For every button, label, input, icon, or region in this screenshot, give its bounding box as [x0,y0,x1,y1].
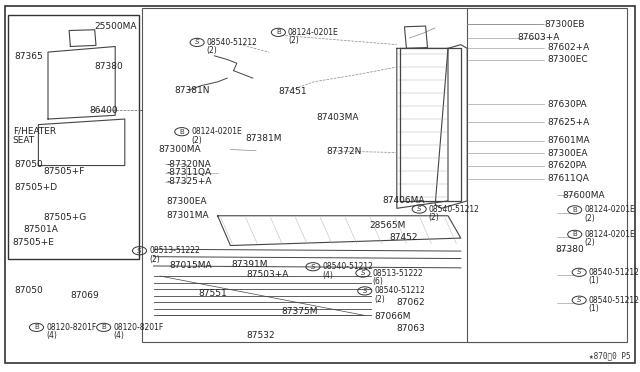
Text: S: S [362,288,367,294]
Text: B: B [572,231,577,237]
Text: 87381M: 87381M [246,134,282,143]
Text: S: S [195,39,200,45]
Text: (2): (2) [288,36,299,45]
Text: 08513-51222: 08513-51222 [372,269,423,278]
Text: (6): (6) [372,277,383,286]
Text: 86400: 86400 [90,106,118,115]
Text: 87452: 87452 [389,233,418,242]
Text: (2): (2) [191,136,202,145]
Text: 87300EC: 87300EC [547,55,588,64]
Text: 87505+G: 87505+G [44,213,87,222]
Text: 87625+A: 87625+A [547,118,589,126]
Text: S: S [417,206,422,212]
Text: B: B [572,207,577,213]
Text: 87380: 87380 [95,62,124,71]
Text: 87600MA: 87600MA [562,191,605,200]
Text: (4): (4) [46,331,57,340]
Text: 87602+A: 87602+A [547,43,589,52]
Text: 87551: 87551 [198,289,227,298]
Text: 87532: 87532 [246,331,275,340]
Bar [142,8,558,342]
Text: B: B [179,129,184,135]
Text: 08513-51222: 08513-51222 [149,246,200,255]
Text: S: S [577,269,582,275]
Text: 87501A: 87501A [23,225,58,234]
Text: 87391M: 87391M [232,260,268,269]
Text: 87300EA: 87300EA [547,149,588,158]
Text: 87375M: 87375M [282,307,318,316]
Text: 87505+E: 87505+E [13,238,54,247]
Text: F/HEATER
SEAT: F/HEATER SEAT [13,126,56,145]
Text: 87406MA: 87406MA [383,196,425,205]
Text: 08120-8201F: 08120-8201F [46,323,97,332]
Text: 87503+A: 87503+A [246,270,289,279]
Text: 87050: 87050 [14,160,43,169]
Text: (2): (2) [207,46,218,55]
Text: 87372N: 87372N [326,147,362,155]
Text: 87505+D: 87505+D [14,183,57,192]
Text: 87403MA: 87403MA [317,113,359,122]
Text: 08124-0201E: 08124-0201E [191,127,242,136]
Text: 08540-51212: 08540-51212 [374,286,425,295]
Text: B: B [276,29,281,35]
Text: ★870⁩0 P5: ★870⁩0 P5 [589,352,630,361]
Text: -87320NA: -87320NA [166,160,211,169]
Text: (4): (4) [113,331,124,340]
Bar [8,15,139,259]
Text: 08540-51212: 08540-51212 [589,268,639,277]
Text: 87066M: 87066M [374,312,411,321]
Text: (2): (2) [429,213,440,222]
Text: -87325+A: -87325+A [166,177,212,186]
Text: S: S [137,248,142,254]
Text: 87301MA: 87301MA [166,211,209,219]
Text: 87050: 87050 [14,286,43,295]
Text: (2): (2) [584,238,595,247]
Text: 08540-51212: 08540-51212 [207,38,257,47]
Text: S: S [577,297,582,303]
Text: 87451: 87451 [278,87,307,96]
Bar [467,8,627,342]
Text: 08124-0201E: 08124-0201E [584,205,635,214]
Text: 08124-0201E: 08124-0201E [584,230,635,239]
Text: (2): (2) [149,255,160,264]
Text: (2): (2) [584,214,595,223]
Text: 87015MA: 87015MA [170,262,212,270]
Text: 08120-8201F: 08120-8201F [113,323,164,332]
Text: 87300EB: 87300EB [544,20,584,29]
Text: 87380: 87380 [556,246,584,254]
Text: B: B [101,324,106,330]
Text: 28565M: 28565M [369,221,406,230]
Text: 87601MA: 87601MA [547,136,590,145]
Text: 08540-51212: 08540-51212 [589,296,639,305]
Text: 87620PA: 87620PA [547,161,587,170]
Text: 87611QA: 87611QA [547,174,589,183]
Text: 87505+F: 87505+F [44,167,85,176]
Text: S: S [310,264,316,270]
Text: B: B [34,324,39,330]
Text: 08540-51212: 08540-51212 [429,205,479,214]
Text: 87063: 87063 [397,324,426,333]
Text: 87300MA: 87300MA [159,145,202,154]
Text: 25500MA: 25500MA [95,22,137,31]
Text: (2): (2) [374,295,385,304]
Text: (1): (1) [589,276,600,285]
Text: 08124-0201E: 08124-0201E [288,28,339,37]
Text: 87381N: 87381N [174,86,209,94]
Text: 87062: 87062 [397,298,426,307]
Text: 87069: 87069 [70,291,99,300]
Text: S: S [360,270,365,276]
Text: 08540-51212: 08540-51212 [323,262,373,271]
Text: (4): (4) [323,271,333,280]
Text: 87365: 87365 [14,52,43,61]
Text: 87630PA: 87630PA [547,100,587,109]
Text: (1): (1) [589,304,600,313]
Text: -87311QA: -87311QA [166,169,212,177]
Text: 87300EA: 87300EA [166,197,207,206]
Text: 87603+A: 87603+A [517,33,559,42]
